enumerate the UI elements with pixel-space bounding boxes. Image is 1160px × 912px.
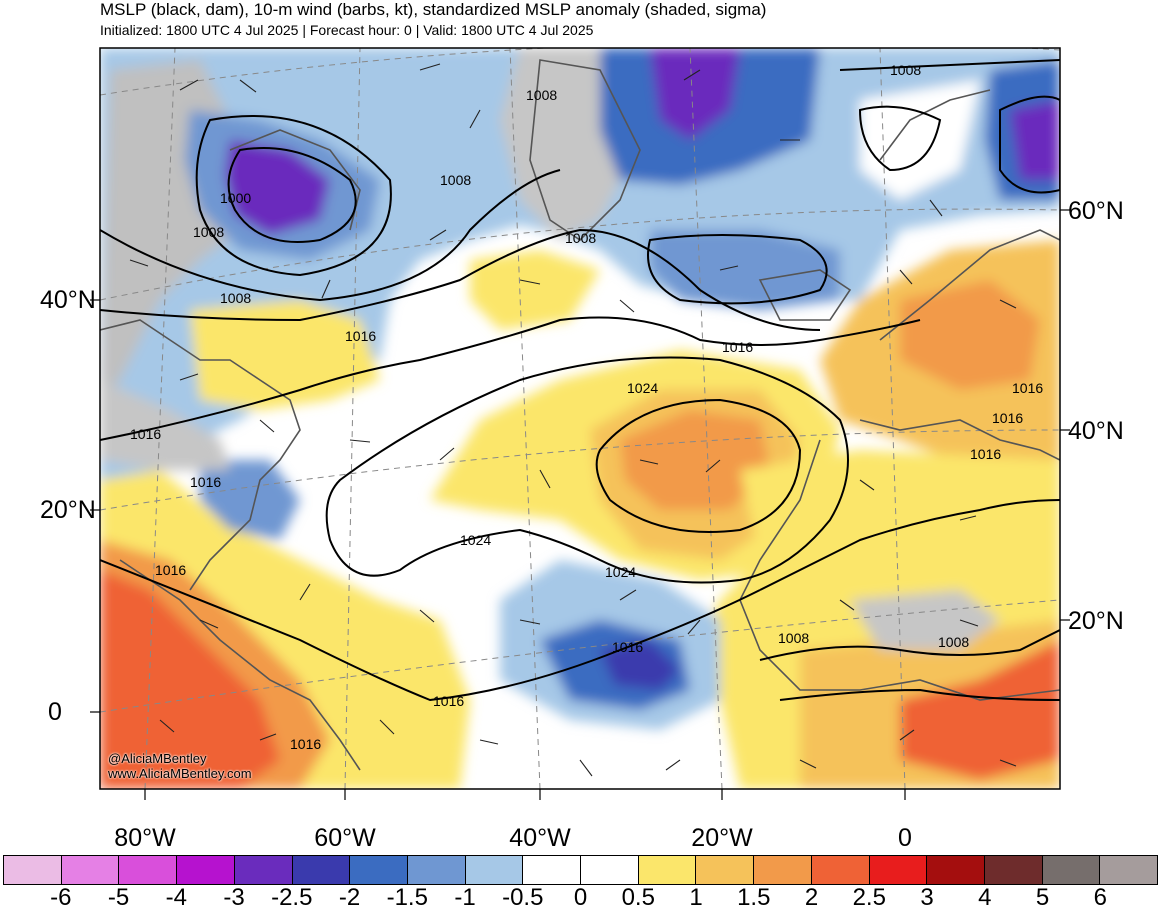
colorbar-swatch xyxy=(754,856,812,884)
anomaly-neg-east xyxy=(650,230,840,310)
isobar-label: 1016 xyxy=(290,736,322,752)
colorbar-label: 4 xyxy=(978,884,992,911)
credit-website: www.AliciaMBentley.com xyxy=(108,766,252,781)
isobar-label: 1016 xyxy=(433,693,465,709)
isobars xyxy=(100,59,1060,702)
colorbar-label: 1.5 xyxy=(737,884,771,911)
map-ticks xyxy=(90,209,1070,800)
anomaly-pos-yellow-na xyxy=(190,300,380,410)
isobar-label: 1016 xyxy=(1012,380,1044,396)
colorbar-swatch xyxy=(61,856,120,884)
map-frame xyxy=(99,47,1061,790)
colorbar-swatch xyxy=(465,856,524,884)
colorbar-label: -0.5 xyxy=(502,884,544,911)
anomaly-pos-americas-core xyxy=(100,570,280,789)
isobar-label: 1008 xyxy=(778,630,810,646)
colorbar-swatch xyxy=(638,856,697,884)
anomaly-pos-azores-core xyxy=(620,410,770,510)
isobar-label: 1008 xyxy=(220,290,252,306)
anomaly-pos-yellow-na2 xyxy=(470,250,600,330)
coastlines xyxy=(100,59,1060,771)
lon-label: 20°W xyxy=(691,824,753,852)
colorbar-label: -6 xyxy=(50,884,72,911)
credit-handle: @AliciaMBentley xyxy=(108,751,207,766)
wind-barbs xyxy=(129,63,1017,777)
isobar-label: 1008 xyxy=(890,62,922,78)
colorbar-label: -1.5 xyxy=(386,884,428,911)
isobar-label: 1016 xyxy=(155,562,187,578)
colorbar-swatch xyxy=(927,856,985,884)
lat-label: 40°N xyxy=(40,286,96,314)
isobar-label: 1008 xyxy=(938,634,970,650)
anomaly-gray-africa xyxy=(850,590,1000,650)
anomaly-neg-labrador-core xyxy=(225,140,330,235)
colorbar-swatch xyxy=(811,856,870,884)
anomaly-neg-tropical-core xyxy=(600,640,680,690)
colorbar-swatch xyxy=(523,856,582,884)
colorbar-label: -4 xyxy=(165,884,187,911)
graticule xyxy=(100,48,1060,789)
isobar-label: 1024 xyxy=(627,380,659,396)
anomaly-pos-europe-core xyxy=(900,280,1040,390)
isobar-label: 1008 xyxy=(193,224,225,240)
colorbar-label: -2 xyxy=(338,884,361,911)
lat-label: 60°N xyxy=(1068,197,1124,225)
isobar-label: 1016 xyxy=(190,474,222,490)
colorbar-swatch xyxy=(1042,856,1101,884)
lat-label: 20°N xyxy=(1068,607,1124,635)
colorbar-label: -1 xyxy=(454,884,476,911)
lon-label: 80°W xyxy=(114,824,176,852)
isobar-label: 1016 xyxy=(970,446,1002,462)
isobar-label: 1016 xyxy=(130,426,162,442)
isobar-label: 1024 xyxy=(460,532,492,548)
lon-label: 60°W xyxy=(314,824,376,852)
isobar-label: 1016 xyxy=(992,410,1024,426)
chart-title: MSLP (black, dam), 10-m wind (barbs, kt)… xyxy=(100,0,767,19)
anomaly-neg-iceland-core xyxy=(650,48,740,140)
colorbar-label: 5 xyxy=(1035,884,1050,911)
isobar-label: 1016 xyxy=(722,339,754,355)
chart-subtitle: Initialized: 1800 UTC 4 Jul 2025 | Forec… xyxy=(100,22,594,38)
colorbar-label: 2.5 xyxy=(852,884,886,911)
colorbar-label: -5 xyxy=(107,884,130,911)
anomaly-neg-norway-core xyxy=(1010,100,1060,180)
isobar-label: 1016 xyxy=(612,639,644,655)
colorbar-swatch xyxy=(984,856,1043,884)
colorbar-label: 1 xyxy=(689,884,703,911)
colorbar-label: 0 xyxy=(573,884,588,911)
colorbar-swatch xyxy=(869,856,928,884)
colorbar-label: -2.5 xyxy=(271,884,313,911)
colorbar-label: 6 xyxy=(1093,884,1107,911)
colorbar-label: 3 xyxy=(920,884,934,911)
anomaly-pos-africa-core xyxy=(900,640,1060,780)
isobar-label: 1000 xyxy=(220,190,252,206)
lat-label: 40°N xyxy=(1068,417,1124,445)
isobar-label: 1024 xyxy=(605,564,637,580)
colorbar-swatch xyxy=(292,856,351,884)
colorbar-swatch xyxy=(177,856,235,884)
colorbar xyxy=(3,855,1158,885)
colorbar-swatch xyxy=(119,856,178,884)
colorbar-swatch xyxy=(1100,856,1158,884)
isobar-label: 1016 xyxy=(345,328,377,344)
colorbar-label: 2 xyxy=(804,884,819,911)
colorbar-swatch xyxy=(581,856,639,884)
lon-label: 0 xyxy=(898,824,912,852)
colorbar-swatch xyxy=(350,856,408,884)
colorbar-label: 0.5 xyxy=(621,884,655,911)
lat-label: 20°N xyxy=(40,496,96,524)
colorbar-swatch xyxy=(407,856,466,884)
isobar-label: 1008 xyxy=(526,87,558,103)
lon-label: 40°W xyxy=(509,824,571,852)
colorbar-swatch xyxy=(4,856,62,884)
colorbar-swatch xyxy=(234,856,293,884)
anomaly-neg-gulf xyxy=(200,460,300,540)
colorbar-swatch xyxy=(696,856,755,884)
lat-label: 0 xyxy=(48,698,62,726)
isobar-label: 1008 xyxy=(440,172,472,188)
colorbar-label: -3 xyxy=(223,884,245,911)
isobar-label: 1008 xyxy=(565,230,597,246)
